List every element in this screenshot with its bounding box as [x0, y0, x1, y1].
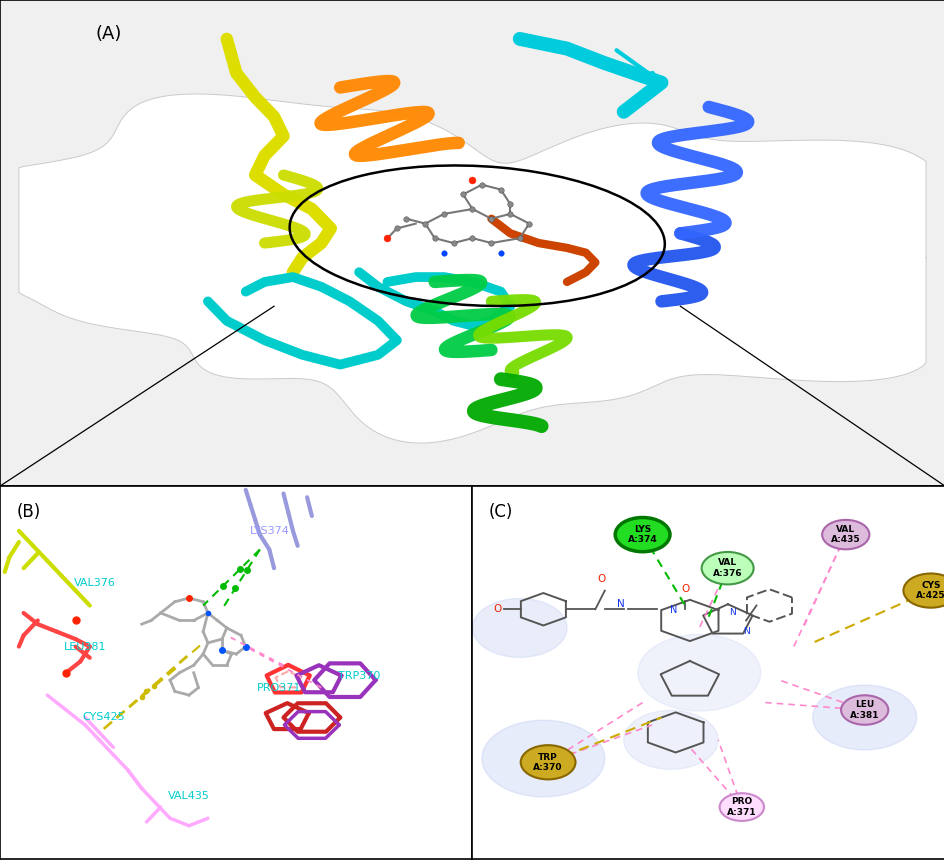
Text: LYS374: LYS374: [249, 526, 289, 536]
Text: N: N: [616, 599, 625, 608]
Text: N: N: [729, 608, 735, 617]
Ellipse shape: [700, 552, 752, 584]
Text: PRO
A:371: PRO A:371: [726, 798, 756, 817]
Ellipse shape: [812, 685, 916, 750]
Ellipse shape: [623, 710, 717, 769]
Text: LEU381: LEU381: [64, 641, 106, 652]
Text: O: O: [494, 604, 501, 615]
Text: N: N: [669, 605, 676, 615]
Ellipse shape: [902, 574, 944, 608]
Text: CYS
A:425: CYS A:425: [915, 581, 944, 601]
Ellipse shape: [637, 635, 760, 711]
Text: VAL
A:376: VAL A:376: [712, 558, 742, 578]
Text: TRP
A:370: TRP A:370: [532, 753, 563, 772]
Text: N: N: [743, 628, 750, 636]
Ellipse shape: [520, 745, 575, 779]
Text: LEU
A:381: LEU A:381: [849, 700, 879, 720]
Polygon shape: [19, 94, 925, 443]
Ellipse shape: [472, 598, 566, 657]
Text: (B): (B): [16, 503, 41, 521]
Ellipse shape: [481, 720, 604, 797]
Text: VAL
A:435: VAL A:435: [830, 525, 860, 544]
Text: PRO371: PRO371: [257, 682, 300, 693]
Ellipse shape: [718, 793, 763, 821]
Text: O: O: [681, 583, 688, 594]
Ellipse shape: [615, 517, 669, 552]
Text: (A): (A): [95, 25, 122, 43]
Text: (C): (C): [488, 503, 513, 521]
Ellipse shape: [840, 695, 887, 725]
Text: TRP370: TRP370: [338, 672, 379, 681]
Text: O: O: [597, 575, 605, 584]
Text: CYS425: CYS425: [82, 713, 126, 722]
Text: LYS
A:374: LYS A:374: [627, 525, 657, 544]
Ellipse shape: [821, 520, 868, 549]
Text: VAL435: VAL435: [168, 791, 210, 801]
Text: VAL376: VAL376: [74, 578, 115, 589]
